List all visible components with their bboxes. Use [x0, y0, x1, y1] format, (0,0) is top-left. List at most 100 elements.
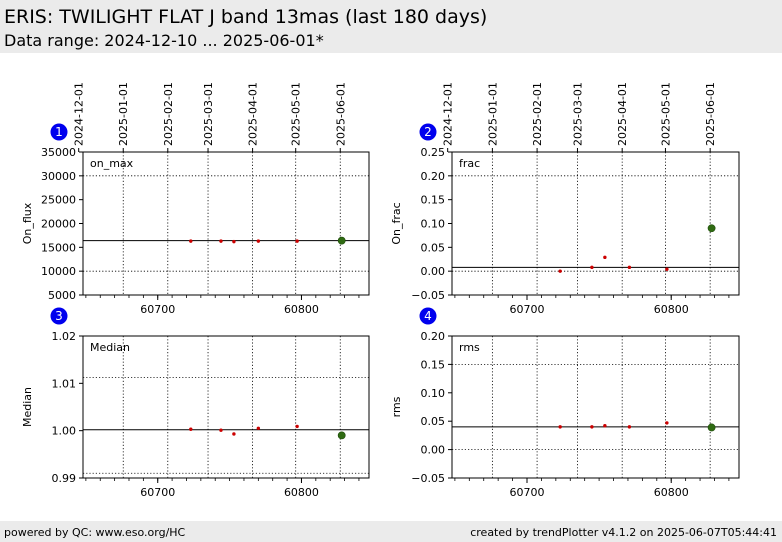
y-tick-label: 0.10: [421, 387, 446, 400]
data-point: [603, 255, 607, 260]
x-tick-label: 60800: [284, 303, 319, 316]
panel-tag: frac: [459, 157, 480, 170]
data-point: [295, 239, 299, 243]
date-tick-label: 2025-05-01: [659, 82, 672, 146]
panel-tag: rms: [459, 341, 480, 354]
y-tick-label: 0.99: [52, 472, 77, 485]
y-tick-label: 30000: [41, 170, 76, 183]
x-tick-label: 60800: [284, 486, 319, 499]
data-point: [232, 432, 236, 436]
y-tick-label: 20000: [41, 218, 76, 231]
y-tick-label: 0.00: [421, 444, 446, 457]
y-tick-label: −0.05: [411, 289, 445, 302]
y-tick-label: 15000: [41, 241, 76, 254]
trend-plots: 5000 10000 15000 20000 25000 30000 35000 60700 6…: [21, 82, 740, 499]
y-tick-label: 0.00: [421, 265, 446, 278]
panel-number-label: 1: [55, 125, 63, 139]
x-tick-label: 60700: [509, 486, 544, 499]
chart-panel-1: 5000 10000 15000 20000 25000 30000 35000 60700 6…: [21, 82, 370, 316]
data-point: [590, 265, 594, 270]
y-axis-label: On_flux: [21, 202, 34, 244]
data-point: [219, 239, 223, 243]
page-subtitle: Data range: 2024-12-10 ... 2025-06-01*: [4, 31, 324, 50]
footer: powered by QC: www.eso.org/HC created by…: [0, 521, 782, 542]
y-axis-label: On_frac: [390, 202, 403, 244]
panel-number-label: 3: [55, 309, 63, 323]
y-axis-label: Median: [21, 387, 34, 427]
data-point: [189, 239, 193, 243]
data-point: [627, 425, 632, 429]
chart-panel-4: −0.05 0.00 0.05 0.10 0.15 0.20 60700 60800 rms rm…: [390, 307, 740, 499]
y-tick-label: 10000: [41, 265, 76, 278]
plot-frame: [451, 151, 740, 296]
y-tick-label: 1.00: [52, 425, 77, 438]
chart-panel-2: −0.05 0.00 0.05 0.10 0.15 0.20 0.25 60700 60800 2…: [390, 82, 740, 316]
page-title: ERIS: TWILIGHT FLAT J band 13mas (last 1…: [4, 6, 488, 28]
footer-creation-info: created by trendPlotter v4.1.2 on 2025-0…: [470, 526, 777, 539]
data-point: [627, 265, 632, 270]
plot-frame: [451, 335, 740, 479]
latest-data-point: [337, 236, 346, 245]
data-point: [558, 425, 562, 429]
data-point: [558, 269, 562, 273]
x-tick-label: 60700: [140, 486, 175, 499]
panel-number-label: 2: [424, 125, 432, 139]
panel-number-badge: [419, 123, 437, 141]
data-point: [189, 427, 193, 431]
x-tick-label: 60700: [140, 303, 175, 316]
date-tick-label: 2025-05-01: [290, 82, 303, 146]
y-tick-label: 1.01: [52, 377, 77, 390]
latest-data-point: [707, 224, 716, 233]
y-tick-label: 0.10: [421, 218, 446, 231]
y-tick-label: 25000: [41, 194, 76, 207]
latest-data-point: [337, 431, 346, 440]
plot-frame: [82, 335, 370, 479]
date-tick-label: 2025-01-01: [117, 82, 130, 146]
date-tick-label: 2024-12-01: [73, 82, 86, 146]
y-tick-label: 1.02: [52, 330, 77, 343]
date-tick-label: 2025-03-01: [571, 82, 584, 146]
y-tick-label: 0.20: [421, 170, 446, 183]
date-tick-label: 2025-04-01: [616, 82, 629, 146]
y-tick-label: −0.05: [411, 472, 445, 485]
data-point: [665, 267, 669, 271]
x-tick-label: 60800: [654, 303, 689, 316]
panel-tag: on_max: [90, 157, 134, 170]
data-point: [665, 421, 669, 425]
date-tick-label: 2025-04-01: [247, 82, 260, 146]
data-point: [232, 239, 236, 244]
y-tick-label: 0.15: [421, 194, 446, 207]
y-tick-label: 5000: [48, 289, 76, 302]
data-point: [295, 424, 299, 429]
date-tick-label: 2025-03-01: [202, 82, 215, 146]
y-tick-label: 35000: [41, 146, 76, 159]
latest-data-point: [707, 423, 716, 432]
panel-number-badge: [419, 307, 437, 325]
data-point: [603, 424, 607, 428]
date-tick-label: 2024-12-01: [442, 82, 455, 146]
data-point: [590, 425, 594, 429]
panel-number-label: 4: [424, 309, 432, 323]
data-point: [219, 428, 223, 432]
plot-frame: [82, 151, 370, 296]
y-axis-label: rms: [390, 396, 403, 417]
panel-number-badge: [50, 307, 68, 325]
data-point: [256, 239, 261, 243]
x-tick-label: 60700: [509, 303, 544, 316]
date-tick-label: 2025-06-01: [334, 82, 347, 146]
chart-panel-3: 0.99 1.00 1.01 1.02 60700 60800 Median Median 3: [21, 307, 370, 499]
date-tick-label: 2025-02-01: [162, 82, 175, 146]
date-tick-label: 2025-01-01: [486, 82, 499, 146]
y-tick-label: 0.25: [421, 146, 446, 159]
panel-tag: Median: [90, 341, 130, 354]
date-tick-label: 2025-06-01: [704, 82, 717, 146]
data-point: [256, 426, 261, 430]
panel-number-badge: [50, 123, 68, 141]
footer-credit: powered by QC: www.eso.org/HC: [4, 526, 186, 539]
y-tick-label: 0.05: [421, 415, 446, 428]
header: ERIS: TWILIGHT FLAT J band 13mas (last 1…: [0, 0, 782, 53]
date-tick-label: 2025-02-01: [531, 82, 544, 146]
y-tick-label: 0.05: [421, 241, 446, 254]
y-tick-label: 0.20: [421, 330, 446, 343]
y-tick-label: 0.15: [421, 358, 446, 371]
